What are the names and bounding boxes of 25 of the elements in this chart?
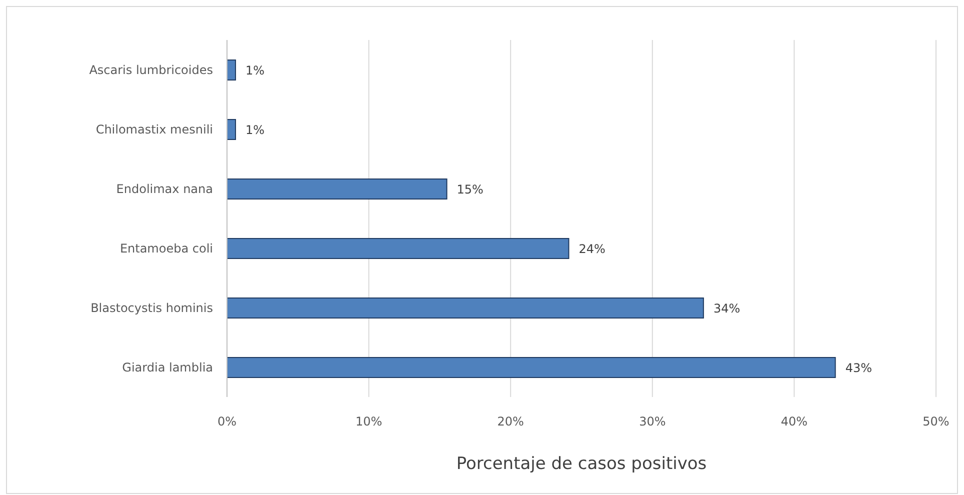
- y-tick-label: Blastocystis hominis: [90, 301, 213, 316]
- bar: [227, 357, 836, 378]
- y-tick-label: Ascaris lumbricoides: [89, 63, 213, 78]
- bar: [227, 119, 236, 140]
- bar: [227, 60, 236, 80]
- data-label: 1%: [246, 63, 265, 78]
- data-label: 43%: [845, 360, 872, 375]
- data-label: 24%: [578, 242, 606, 256]
- x-tick-label: 30%: [639, 414, 666, 429]
- x-tick-label: 20%: [497, 414, 524, 429]
- bar: [227, 238, 570, 259]
- x-tick-label: 50%: [922, 414, 950, 429]
- x-tick-label: 0%: [217, 414, 237, 429]
- bar: [227, 298, 704, 318]
- x-tick-label: 40%: [780, 414, 808, 429]
- x-axis-title: Porcentaje de casos positivos: [456, 454, 707, 474]
- x-tick-label: 10%: [355, 414, 382, 429]
- y-tick-label: Giardia lamblia: [122, 360, 213, 375]
- bar: [227, 178, 448, 200]
- data-label: 15%: [456, 182, 484, 196]
- data-label: 34%: [713, 301, 740, 316]
- data-label: 1%: [246, 122, 265, 137]
- y-tick-label: Chilomastix mesnili: [96, 122, 213, 137]
- y-tick-label: Entamoeba coli: [120, 242, 213, 256]
- y-tick-label: Endolimax nana: [116, 182, 213, 196]
